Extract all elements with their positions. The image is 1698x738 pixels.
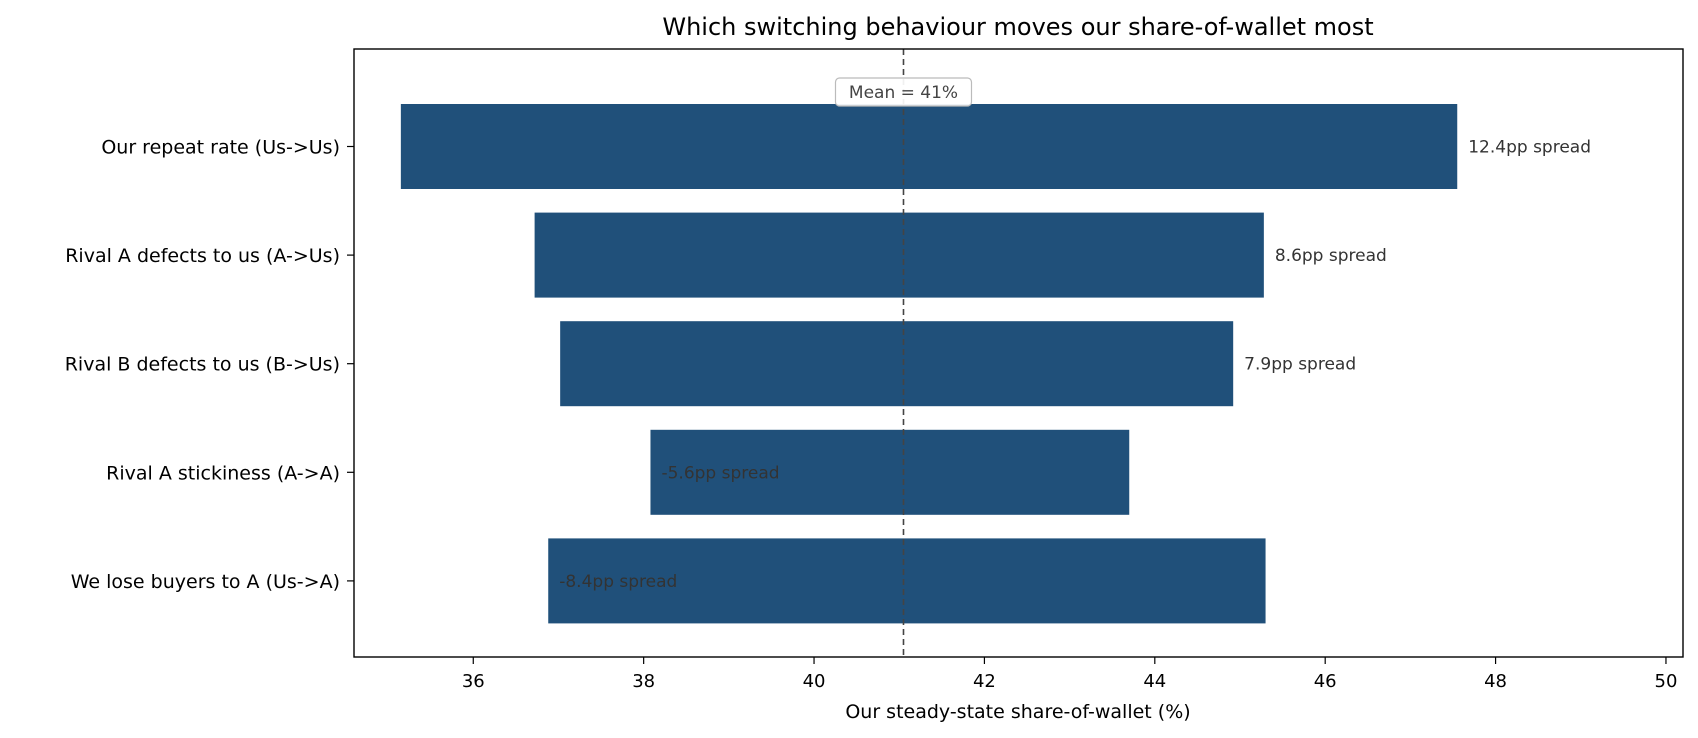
bar (548, 538, 1266, 624)
x-tick-label: 38 (632, 671, 655, 692)
x-tick-label: 42 (973, 671, 996, 692)
bar (560, 321, 1234, 407)
bar-value-label: 8.6pp spread (1275, 246, 1387, 266)
x-tick-label: 48 (1484, 671, 1507, 692)
bars-layer: 12.4pp spread 8.6pp spread 7.9pp spread -5.… (400, 104, 1591, 624)
category-label: Rival A stickiness (A->A) (106, 462, 340, 484)
x-axis: 36 38 40 42 44 46 48 50 (462, 657, 1678, 692)
x-tick-label: 36 (462, 671, 485, 692)
bar-value-label: 12.4pp spread (1468, 138, 1591, 158)
x-tick-label: 50 (1655, 671, 1678, 692)
x-tick-label: 40 (803, 671, 826, 692)
bar-value-label: -5.6pp spread (661, 463, 779, 483)
mean-label-box (834, 77, 973, 107)
mean-label: Mean = 41% (849, 83, 958, 103)
x-axis-title: Our steady-state share-of-wallet (%) (845, 701, 1190, 723)
bar (400, 104, 1458, 189)
x-tick-label: 46 (1314, 671, 1337, 692)
reference-line-layer: Mean = 41% (834, 49, 973, 657)
category-label: Our repeat rate (Us->Us) (101, 137, 340, 159)
chart-title: Which switching behaviour moves our shar… (662, 13, 1373, 41)
bar-value-label: -8.4pp spread (559, 572, 677, 592)
y-axis: Our repeat rate (Us->Us) Rival A defects … (65, 137, 354, 593)
category-label: Rival A defects to us (A->Us) (65, 245, 340, 267)
bar (650, 429, 1130, 515)
x-tick-label: 44 (1143, 671, 1166, 692)
plot-frame (353, 48, 1684, 658)
category-label: We lose buyers to A (Us->A) (71, 571, 340, 593)
bar (534, 212, 1264, 298)
category-label: Rival B defects to us (B->Us) (65, 354, 340, 376)
bar-value-label: 7.9pp spread (1244, 355, 1356, 375)
